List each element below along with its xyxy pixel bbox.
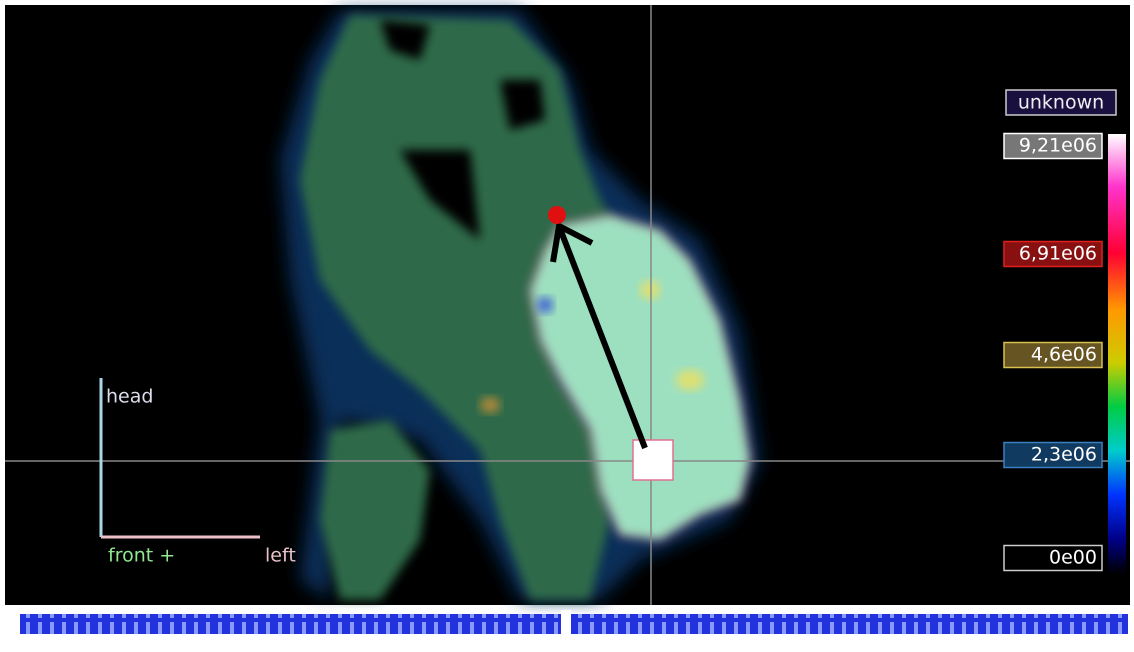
colorbar-label: 0e00 — [1049, 547, 1097, 569]
colorbar — [1108, 134, 1126, 574]
colorbar-label: 4,6e06 — [1031, 344, 1097, 366]
orientation-right-end: left — [265, 545, 296, 567]
slice-slider[interactable] — [20, 614, 1128, 634]
marker-square[interactable] — [633, 440, 673, 480]
orientation-up: head — [106, 386, 153, 408]
viewer: head front + left unknown 9,21e06 6,91e06… — [0, 0, 1134, 652]
orientation-right-start: front + — [108, 545, 175, 567]
unit-label: unknown — [1018, 92, 1104, 114]
colorbar-label: 2,3e06 — [1031, 444, 1097, 466]
colorbar-label: 6,91e06 — [1019, 243, 1097, 265]
colorbar-label: 9,21e06 — [1019, 135, 1097, 157]
slider-thumb[interactable] — [561, 610, 571, 637]
marker-point[interactable] — [548, 206, 566, 224]
